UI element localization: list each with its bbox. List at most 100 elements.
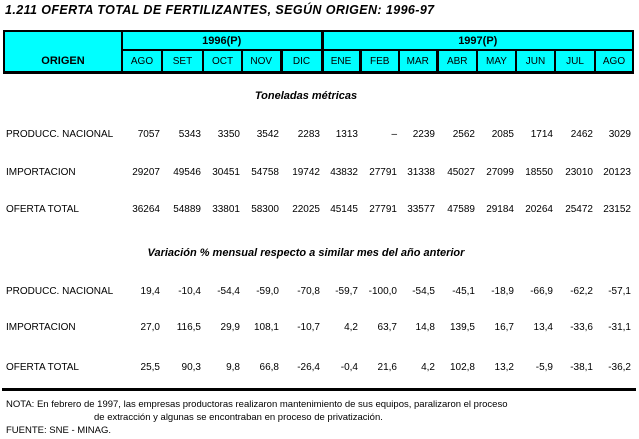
cell: 1313 [335,129,358,140]
cell: 3542 [256,129,279,140]
cell: 45145 [330,204,358,215]
cell: 29184 [486,204,514,215]
month-header-nov96: NOV [241,49,282,74]
month-header-abr97: ABR [435,49,478,74]
section-title-tonnage: Toneladas métricas [254,90,358,102]
table-row: IMPORTACION 27,0 116,5 29,9 108,1 -10,7 … [4,322,633,333]
cell: -59,7 [335,286,358,297]
header-table: ORIGEN 1996(P) 1997(P) AGO SET OCT NOV D… [3,30,635,74]
row-label-oferta-total: OFERTA TOTAL [6,204,79,215]
cell: 20123 [603,167,631,178]
month-header-jul97: JUL [554,49,596,74]
cell: 2085 [491,129,514,140]
cell: 18550 [525,167,553,178]
cell: 27791 [369,167,397,178]
cell: -38,1 [570,362,593,373]
month-header-jun97: JUN [515,49,556,74]
cell: 27099 [486,167,514,178]
cell: -5,9 [535,362,553,373]
cell: 5343 [178,129,201,140]
cell: 19,4 [140,286,160,297]
cell: -18,9 [491,286,514,297]
cell: 2239 [412,129,435,140]
month-header-ago96: AGO [121,49,163,74]
cell: 23010 [565,167,593,178]
cell: 45027 [447,167,475,178]
month-header-ene97: ENE [320,49,361,74]
cell: 47589 [447,204,475,215]
cell: 108,1 [253,322,279,333]
year-group-1996: 1996(P) [121,30,323,51]
section-title-variation: Variación % mensual respecto a similar m… [147,247,465,259]
cell: 30451 [212,167,240,178]
origin-column-header: ORIGEN [3,30,123,74]
cell: 2462 [570,129,593,140]
cell: 19742 [292,167,320,178]
cell: 139,5 [449,322,475,333]
cell: 4,2 [421,362,435,373]
row-label-producc-nacional: PRODUCC. NACIONAL [6,286,114,297]
cell: 23152 [603,204,631,215]
cell: 33801 [212,204,240,215]
cell: -70,8 [297,286,320,297]
cell: 116,5 [176,322,201,333]
cell: 102,8 [449,362,475,373]
row-label-oferta-total: OFERTA TOTAL [6,362,79,373]
cell: 36264 [132,204,160,215]
cell: 3350 [217,129,240,140]
page-title: 1.211 OFERTA TOTAL DE FERTILIZANTES, SEG… [5,3,435,17]
cell: 7057 [137,129,160,140]
cell: 3029 [608,129,631,140]
cell: 4,2 [344,322,358,333]
month-header-set96: SET [161,49,204,74]
cell: 29,9 [220,322,240,333]
table-row: PRODUCC. NACIONAL 7057 5343 3350 3542 22… [4,129,633,140]
cell: – [391,129,397,140]
cell: -26,4 [297,362,320,373]
cell: -59,0 [256,286,279,297]
cell: 14,8 [415,322,435,333]
month-header-dic96: DIC [279,49,323,74]
cell: 2562 [452,129,475,140]
cell: -45,1 [452,286,475,297]
cell: 54758 [251,167,279,178]
cell: 16,7 [494,322,514,333]
year-group-1997: 1997(P) [320,30,635,51]
cell: 27791 [369,204,397,215]
cell: 66,8 [259,362,279,373]
cell: -33,6 [570,322,593,333]
row-label-importacion: IMPORTACION [6,167,76,178]
cell: -10,4 [178,286,201,297]
cell: -10,7 [297,322,320,333]
cell: -54,4 [217,286,240,297]
bottom-rule [2,388,636,391]
footnote-line2: de extracción y algunas se encontraban e… [94,412,383,423]
cell: 1714 [530,129,553,140]
source-note: FUENTE: SNE - MINAG. [6,425,112,436]
cell: 20264 [525,204,553,215]
cell: 22025 [292,204,320,215]
month-header-mar97: MAR [398,49,438,74]
table-row: IMPORTACION 29207 49546 30451 54758 1974… [4,167,633,178]
cell: 90,3 [181,362,201,373]
cell: 29207 [132,167,160,178]
table-row: PRODUCC. NACIONAL 19,4 -10,4 -54,4 -59,0… [4,286,633,297]
month-header-oct96: OCT [202,49,243,74]
cell: 27,0 [140,322,160,333]
cell: -66,9 [530,286,553,297]
month-header-may97: MAY [476,49,517,74]
cell: 21,6 [377,362,397,373]
cell: -100,0 [368,286,397,297]
cell: -0,4 [340,362,358,373]
cell: 9,8 [226,362,240,373]
table-row: OFERTA TOTAL 36264 54889 33801 58300 220… [4,204,633,215]
row-label-producc-nacional: PRODUCC. NACIONAL [6,129,114,140]
cell: 13,2 [494,362,514,373]
cell: -36,2 [608,362,631,373]
cell: 49546 [173,167,201,178]
cell: 33577 [407,204,435,215]
cell: -31,1 [608,322,631,333]
cell: 54889 [173,204,201,215]
cell: -57,1 [608,286,631,297]
table-row: OFERTA TOTAL 25,5 90,3 9,8 66,8 -26,4 -0… [4,362,633,373]
